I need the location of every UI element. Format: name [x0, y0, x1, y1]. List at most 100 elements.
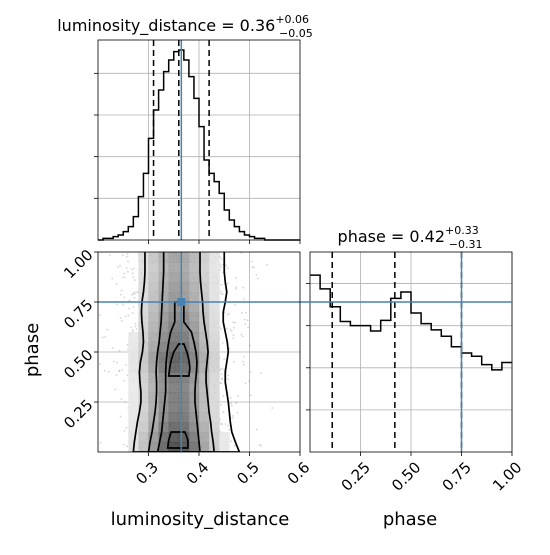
scatter-point	[219, 368, 222, 371]
density-cell	[209, 362, 220, 373]
density-cell	[158, 292, 170, 303]
density-cell	[178, 382, 190, 393]
scatter-point	[235, 402, 238, 404]
density-cell	[138, 322, 149, 333]
scatter-point	[131, 272, 134, 275]
scatter-point	[107, 370, 110, 373]
density-cell	[178, 352, 190, 363]
scatter-point	[94, 348, 96, 350]
scatter-point	[228, 347, 231, 350]
density-cell	[138, 252, 149, 263]
scatter-point	[228, 312, 230, 315]
scatter-point	[115, 282, 118, 285]
scatter-point	[127, 260, 129, 263]
phase-title-main: phase = 0.42	[338, 227, 445, 246]
scatter-point	[226, 282, 229, 285]
scatter-point	[230, 404, 233, 407]
scatter-point	[260, 372, 262, 374]
scatter-point	[125, 426, 128, 429]
density-cell	[138, 352, 149, 363]
phase-title-lower-error: −0.31	[449, 238, 483, 251]
density-cell	[168, 412, 180, 423]
scatter-point	[260, 444, 262, 447]
density-cell	[209, 272, 220, 283]
density-cell	[199, 402, 210, 413]
density-cell	[199, 362, 210, 373]
luminosity-distance-x-tick-label: 0.5	[233, 458, 263, 488]
scatter-point	[247, 326, 250, 329]
scatter-point	[120, 319, 123, 322]
density-cell	[148, 342, 160, 353]
density-cell	[199, 432, 210, 443]
scatter-point	[232, 334, 235, 337]
scatter-point	[122, 443, 125, 446]
scatter-point	[232, 321, 235, 324]
scatter-point	[130, 326, 132, 329]
scatter-point	[242, 335, 244, 338]
density-cell	[209, 382, 220, 393]
density-cell	[148, 362, 160, 373]
scatter-point	[133, 267, 135, 270]
density-cell	[128, 422, 139, 433]
density-cell	[199, 422, 210, 433]
scatter-point	[256, 277, 259, 280]
density-cell	[199, 302, 210, 313]
scatter-point	[220, 292, 222, 295]
scatter-point	[125, 256, 128, 258]
scatter-point	[230, 402, 233, 405]
scatter-point	[220, 328, 222, 331]
scatter-point	[231, 417, 234, 420]
scatter-point	[229, 397, 232, 399]
scatter-point	[118, 349, 121, 352]
density-cell	[128, 382, 139, 393]
density-cell	[148, 282, 160, 293]
density-cell	[168, 422, 180, 433]
density-cell	[138, 422, 149, 433]
scatter-point	[111, 347, 114, 349]
luminosity-distance-title-lower-error: −0.05	[279, 27, 313, 40]
scatter-point	[122, 276, 124, 279]
density-cell	[209, 262, 220, 273]
phase-y-tick-label: 0.75	[60, 296, 96, 332]
scatter-point	[220, 422, 223, 425]
density-cell	[168, 272, 180, 283]
density-cell	[209, 322, 220, 333]
scatter-point	[121, 369, 123, 372]
scatter-point	[120, 398, 123, 400]
scatter-point	[236, 411, 239, 414]
density-cell	[148, 262, 160, 273]
scatter-point	[134, 279, 136, 282]
density-cell	[188, 332, 200, 343]
density-cell	[188, 322, 200, 333]
density-cell	[199, 412, 210, 423]
scatter-point	[223, 368, 226, 371]
density-cell	[209, 282, 220, 293]
density-cell	[199, 392, 210, 403]
density-cell	[209, 392, 220, 403]
x-axis-label-phase: phase	[383, 509, 437, 530]
density-cell	[188, 262, 200, 273]
density-cell	[209, 342, 220, 353]
density-cell	[209, 292, 220, 303]
phase-x-tick-label: 0.75	[439, 458, 475, 494]
density-cell	[138, 312, 149, 323]
scatter-point	[126, 445, 128, 448]
density-cell	[188, 252, 200, 263]
scatter-point	[122, 272, 125, 275]
scatter-point	[132, 306, 135, 309]
scatter-point	[228, 428, 231, 431]
density-cell	[148, 392, 160, 403]
density-cell	[188, 282, 200, 293]
scatter-point	[245, 311, 248, 314]
density-cell	[199, 352, 210, 363]
density-cell	[138, 392, 149, 403]
density-cell	[168, 282, 180, 293]
scatter-point	[126, 343, 129, 346]
density-cell	[199, 282, 210, 293]
scatter-point	[126, 374, 129, 377]
density-cell	[188, 412, 200, 423]
luminosity-distance-title-upper-error: +0.06	[275, 13, 309, 26]
density-cell	[188, 402, 200, 413]
scatter-point	[243, 355, 246, 358]
density-cell	[128, 332, 139, 343]
